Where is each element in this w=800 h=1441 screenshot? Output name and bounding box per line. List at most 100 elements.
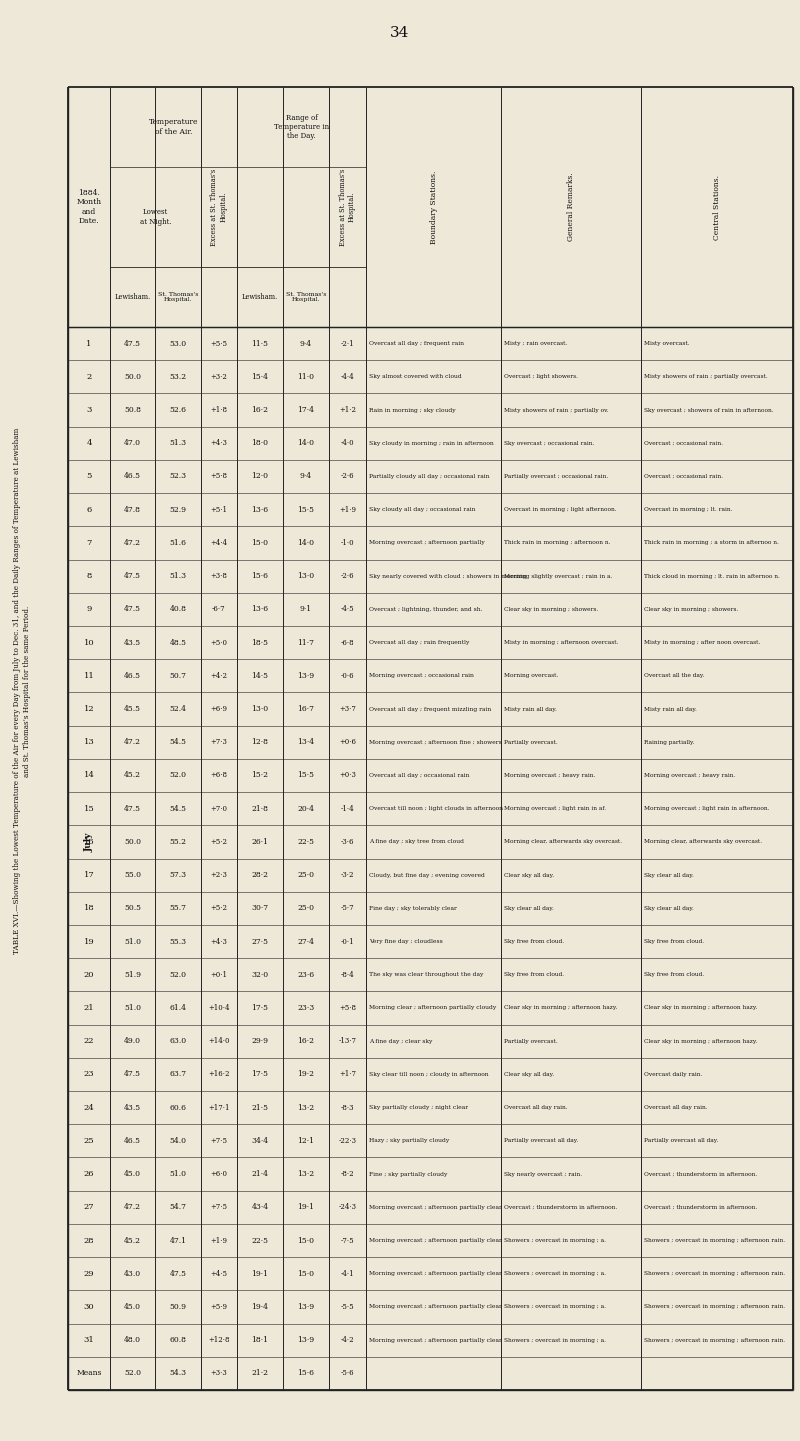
Text: 15·6: 15·6 <box>298 1369 314 1378</box>
Text: +3·3: +3·3 <box>210 1369 227 1378</box>
Text: 16·2: 16·2 <box>251 406 269 414</box>
Text: Sky clear all day.: Sky clear all day. <box>504 906 554 911</box>
Text: -13·7: -13·7 <box>338 1038 357 1045</box>
Text: +5·8: +5·8 <box>339 1004 356 1012</box>
Text: 21·5: 21·5 <box>251 1104 269 1111</box>
Text: Misty showers of rain ; partially overcast.: Misty showers of rain ; partially overca… <box>644 375 768 379</box>
Text: Morning overcast ; afternoon partially clear: Morning overcast ; afternoon partially c… <box>369 1205 502 1210</box>
Text: 11: 11 <box>84 672 94 680</box>
Text: Overcast all day rain.: Overcast all day rain. <box>644 1105 708 1110</box>
Text: Overcast ; thunderstorm in afternoon.: Overcast ; thunderstorm in afternoon. <box>644 1172 758 1177</box>
Text: 52.0: 52.0 <box>170 971 186 978</box>
Text: Sky clear all day.: Sky clear all day. <box>644 873 694 878</box>
Text: 10: 10 <box>84 638 94 647</box>
Text: Sky cloudy in morning ; rain in afternoon: Sky cloudy in morning ; rain in afternoo… <box>369 441 494 445</box>
Text: General Remarks.: General Remarks. <box>567 173 575 242</box>
Text: 28: 28 <box>84 1236 94 1245</box>
Text: +14·0: +14·0 <box>208 1038 230 1045</box>
Text: Overcast all day ; frequent mizzling rain: Overcast all day ; frequent mizzling rai… <box>369 706 491 712</box>
Text: 55.3: 55.3 <box>170 938 186 945</box>
Text: Overcast all day ; rain frequently: Overcast all day ; rain frequently <box>369 640 470 646</box>
Text: 16: 16 <box>84 837 94 846</box>
Text: 9·1: 9·1 <box>300 605 312 614</box>
Text: 25: 25 <box>84 1137 94 1144</box>
Text: 21·8: 21·8 <box>251 804 269 813</box>
Text: 11·0: 11·0 <box>298 373 314 380</box>
Text: 14·5: 14·5 <box>251 672 269 680</box>
Text: Excess at St. Thomas's
Hospital.: Excess at St. Thomas's Hospital. <box>339 169 356 245</box>
Text: TABLE XVI.—Showing the Lowest Temperature of the Air for every Day from July to : TABLE XVI.—Showing the Lowest Temperatur… <box>14 428 30 954</box>
Text: 8: 8 <box>86 572 92 581</box>
Text: 15·0: 15·0 <box>298 1236 314 1245</box>
Text: Showers ; overcast in morning ; a.: Showers ; overcast in morning ; a. <box>504 1304 606 1310</box>
Text: Partially overcast.: Partially overcast. <box>504 1039 558 1043</box>
Text: Misty in morning ; afternoon overcast.: Misty in morning ; afternoon overcast. <box>504 640 618 646</box>
Text: 15·2: 15·2 <box>251 771 269 780</box>
Text: 18: 18 <box>84 905 94 912</box>
Text: Sky nearly overcast ; rain.: Sky nearly overcast ; rain. <box>504 1172 582 1177</box>
Text: 13·9: 13·9 <box>298 1336 314 1344</box>
Text: 1884.
Month
and
Date.: 1884. Month and Date. <box>77 189 102 225</box>
Text: -1·4: -1·4 <box>341 804 354 813</box>
Text: -24·3: -24·3 <box>338 1203 357 1212</box>
Text: 13·2: 13·2 <box>298 1170 314 1179</box>
Text: Raining partially.: Raining partially. <box>644 739 694 745</box>
Text: 14·0: 14·0 <box>298 440 314 447</box>
Text: +6·0: +6·0 <box>210 1170 227 1179</box>
Text: 23·3: 23·3 <box>298 1004 314 1012</box>
Text: +4·2: +4·2 <box>210 672 227 680</box>
Text: Overcast all day rain.: Overcast all day rain. <box>504 1105 568 1110</box>
Text: -2·1: -2·1 <box>341 340 354 347</box>
Text: Cloudy, but fine day ; evening covered: Cloudy, but fine day ; evening covered <box>369 873 485 878</box>
Text: 50.9: 50.9 <box>170 1303 186 1311</box>
Text: 13·0: 13·0 <box>298 572 314 581</box>
Text: Thick rain in morning ; a storm in afternoo n.: Thick rain in morning ; a storm in after… <box>644 540 779 546</box>
Text: 40.8: 40.8 <box>170 605 186 614</box>
Text: 2: 2 <box>86 373 92 380</box>
Text: 51.0: 51.0 <box>124 938 141 945</box>
Text: +7·5: +7·5 <box>210 1137 227 1144</box>
Text: 46.5: 46.5 <box>124 1137 141 1144</box>
Text: 31: 31 <box>84 1336 94 1344</box>
Text: +3·8: +3·8 <box>210 572 227 581</box>
Text: Fine day ; sky tolerably clear: Fine day ; sky tolerably clear <box>369 906 457 911</box>
Text: 32·0: 32·0 <box>251 971 269 978</box>
Text: +17·1: +17·1 <box>208 1104 230 1111</box>
Text: 46.5: 46.5 <box>124 473 141 480</box>
Text: 52.9: 52.9 <box>170 506 186 513</box>
Text: Sky partially cloudy ; night clear: Sky partially cloudy ; night clear <box>369 1105 468 1110</box>
Text: +5·0: +5·0 <box>210 638 227 647</box>
Text: Morning overcast ; heavy rain.: Morning overcast ; heavy rain. <box>644 772 735 778</box>
Text: 17: 17 <box>84 872 94 879</box>
Text: 47.2: 47.2 <box>124 539 141 548</box>
Text: Overcast all day ; frequent rain: Overcast all day ; frequent rain <box>369 342 464 346</box>
Text: Sky cloudy all day ; occasional rain: Sky cloudy all day ; occasional rain <box>369 507 475 512</box>
Text: +16·2: +16·2 <box>208 1071 230 1078</box>
Text: 61.4: 61.4 <box>170 1004 186 1012</box>
Text: 12·8: 12·8 <box>251 738 269 746</box>
Text: 23: 23 <box>84 1071 94 1078</box>
Text: 21: 21 <box>84 1004 94 1012</box>
Text: Clear sky all day.: Clear sky all day. <box>504 873 554 878</box>
Text: +1·9: +1·9 <box>210 1236 227 1245</box>
Text: Morning clear, afterwards sky overcast.: Morning clear, afterwards sky overcast. <box>504 840 622 844</box>
Text: 25·0: 25·0 <box>298 905 314 912</box>
Text: 52.3: 52.3 <box>170 473 186 480</box>
Text: -2·6: -2·6 <box>341 473 354 480</box>
Text: Overcast in morning ; lt. rain.: Overcast in morning ; lt. rain. <box>644 507 733 512</box>
Text: 23·6: 23·6 <box>298 971 314 978</box>
Text: 15·5: 15·5 <box>298 771 314 780</box>
Text: Sky overcast ; showers of rain in afternoon.: Sky overcast ; showers of rain in aftern… <box>644 408 774 412</box>
Text: 22: 22 <box>84 1038 94 1045</box>
Text: 18·0: 18·0 <box>251 440 269 447</box>
Text: 46.5: 46.5 <box>124 672 141 680</box>
Text: Morning overcast.: Morning overcast. <box>504 673 558 679</box>
Text: 15·4: 15·4 <box>251 373 269 380</box>
Text: 12·0: 12·0 <box>251 473 269 480</box>
Text: 11·7: 11·7 <box>298 638 314 647</box>
Text: 19·2: 19·2 <box>298 1071 314 1078</box>
Text: -6·7: -6·7 <box>212 605 226 614</box>
Text: 19: 19 <box>84 938 94 945</box>
Text: -5·6: -5·6 <box>341 1369 354 1378</box>
Text: 19·4: 19·4 <box>251 1303 269 1311</box>
